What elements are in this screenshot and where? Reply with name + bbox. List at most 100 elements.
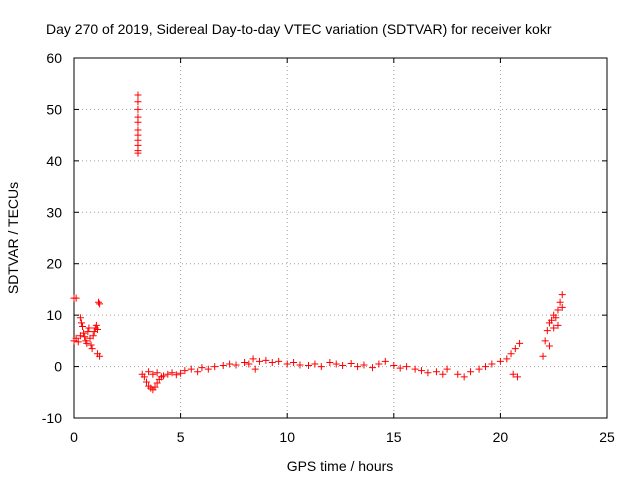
data-point <box>554 306 562 314</box>
data-point <box>74 338 82 346</box>
data-point <box>332 360 340 368</box>
x-tick-label: 25 <box>599 429 615 445</box>
data-point <box>204 365 212 373</box>
data-point <box>390 362 398 370</box>
chart-title: Day 270 of 2019, Sidereal Day-to-day VTE… <box>46 21 552 37</box>
data-point <box>507 350 515 358</box>
y-tick-label: 0 <box>54 359 62 375</box>
data-point <box>140 373 148 381</box>
data-point <box>475 365 483 373</box>
y-tick-label: 10 <box>46 307 62 323</box>
data-point <box>539 352 547 360</box>
data-point <box>96 300 104 308</box>
data-point <box>81 333 89 341</box>
x-tick-label: 15 <box>386 429 402 445</box>
data-point <box>142 378 150 386</box>
y-tick-label: 50 <box>46 101 62 117</box>
data-point <box>95 298 103 306</box>
data-point <box>381 357 389 365</box>
data-point <box>317 363 325 371</box>
data-point <box>496 357 504 365</box>
data-point <box>347 359 355 367</box>
data-point <box>232 361 240 369</box>
y-tick-label: 40 <box>46 153 62 169</box>
data-point <box>76 314 84 322</box>
data-point <box>550 324 558 332</box>
data-point <box>177 369 185 377</box>
data-point <box>439 370 447 378</box>
x-tick-label: 10 <box>279 429 295 445</box>
data-point <box>509 370 517 378</box>
data-point <box>443 365 451 373</box>
data-point <box>454 370 462 378</box>
data-point <box>77 319 85 327</box>
data-point <box>89 332 97 340</box>
data-point <box>134 118 142 126</box>
data-point <box>72 334 80 342</box>
data-point <box>251 365 259 373</box>
data-point <box>134 105 142 113</box>
data-point <box>194 368 202 376</box>
data-point <box>360 361 368 369</box>
data-point <box>396 364 404 372</box>
data-point <box>368 364 376 372</box>
data-point <box>149 370 157 378</box>
data-point <box>172 371 180 379</box>
y-axis-label: SDTVAR / TECUs <box>5 182 21 294</box>
data-point <box>268 358 276 366</box>
data-point <box>262 356 270 364</box>
data-point <box>545 342 553 350</box>
data-point <box>543 327 551 335</box>
data-point <box>164 370 172 378</box>
data-point <box>134 98 142 106</box>
data-point <box>326 358 334 366</box>
data-point <box>153 369 161 377</box>
data-point <box>145 368 153 376</box>
data-point <box>339 362 347 370</box>
data-point <box>88 345 96 353</box>
ticks: 0 5 10 15 20 25 -10 0 10 20 30 40 50 60 <box>42 50 615 445</box>
data-point <box>558 303 566 311</box>
data-point <box>488 360 496 368</box>
data-point <box>92 321 100 329</box>
data-point <box>375 360 383 368</box>
data-point <box>513 373 521 381</box>
x-tick-label: 5 <box>177 429 185 445</box>
data-point <box>460 373 468 381</box>
data-point <box>554 321 562 329</box>
y-tick-label: 30 <box>46 204 62 220</box>
data-point <box>93 326 101 334</box>
data-point <box>226 360 234 368</box>
data-point <box>548 316 556 324</box>
data-point <box>305 362 313 370</box>
data-point <box>418 367 426 375</box>
x-tick-label: 0 <box>70 429 78 445</box>
data-points <box>70 91 566 394</box>
plot-frame <box>73 57 608 419</box>
x-axis-label: GPS time / hours <box>287 458 394 474</box>
data-point <box>403 363 411 371</box>
data-point <box>556 298 564 306</box>
data-point <box>181 367 189 375</box>
data-point <box>283 360 291 368</box>
data-point <box>198 364 206 372</box>
data-point <box>467 368 475 376</box>
data-point <box>411 365 419 373</box>
grid <box>74 58 607 418</box>
y-tick-label: 60 <box>46 50 62 66</box>
data-point <box>311 360 319 368</box>
data-point <box>187 365 195 373</box>
data-point <box>72 294 80 302</box>
data-point <box>255 357 263 365</box>
data-point <box>432 368 440 376</box>
data-point <box>296 361 304 369</box>
data-point <box>552 314 560 322</box>
data-point <box>80 329 88 337</box>
data-point <box>558 291 566 299</box>
data-point <box>354 363 362 371</box>
data-point <box>84 328 92 336</box>
data-point <box>96 352 104 360</box>
data-point <box>134 149 142 157</box>
data-point <box>87 341 95 349</box>
